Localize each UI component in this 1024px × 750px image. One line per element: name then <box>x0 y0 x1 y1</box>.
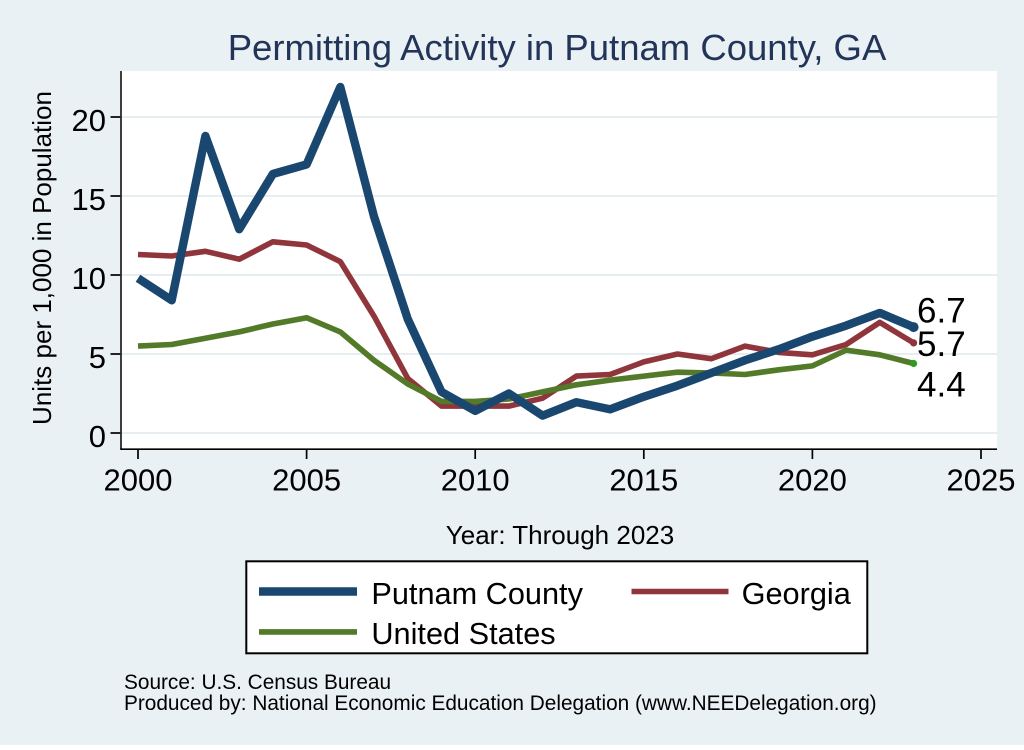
svg-text:5.7: 5.7 <box>917 325 966 364</box>
svg-text:Georgia: Georgia <box>742 576 852 611</box>
svg-text:2020: 2020 <box>778 463 847 498</box>
svg-text:5: 5 <box>89 340 106 375</box>
svg-text:15: 15 <box>72 182 106 217</box>
svg-text:0: 0 <box>89 419 106 454</box>
svg-text:20: 20 <box>72 103 106 138</box>
svg-text:United States: United States <box>371 616 555 651</box>
svg-text:6.7: 6.7 <box>917 291 966 330</box>
svg-text:4.4: 4.4 <box>917 366 966 405</box>
svg-text:Year: Through 2023: Year: Through 2023 <box>446 520 674 550</box>
svg-text:Produced by: National Economic: Produced by: National Economic Education… <box>124 692 877 715</box>
svg-text:Putnam County: Putnam County <box>371 576 583 611</box>
svg-text:2015: 2015 <box>609 463 678 498</box>
svg-text:2025: 2025 <box>947 463 1016 498</box>
svg-text:2010: 2010 <box>441 463 510 498</box>
svg-text:Source: U.S. Census Bureau: Source: U.S. Census Bureau <box>124 671 391 694</box>
svg-text:Units per 1,000 in Population: Units per 1,000 in Population <box>27 91 57 425</box>
svg-text:2000: 2000 <box>104 463 173 498</box>
svg-text:10: 10 <box>72 261 106 296</box>
svg-text:Permitting Activity in Putnam: Permitting Activity in Putnam County, GA <box>228 27 887 68</box>
svg-text:2005: 2005 <box>272 463 341 498</box>
